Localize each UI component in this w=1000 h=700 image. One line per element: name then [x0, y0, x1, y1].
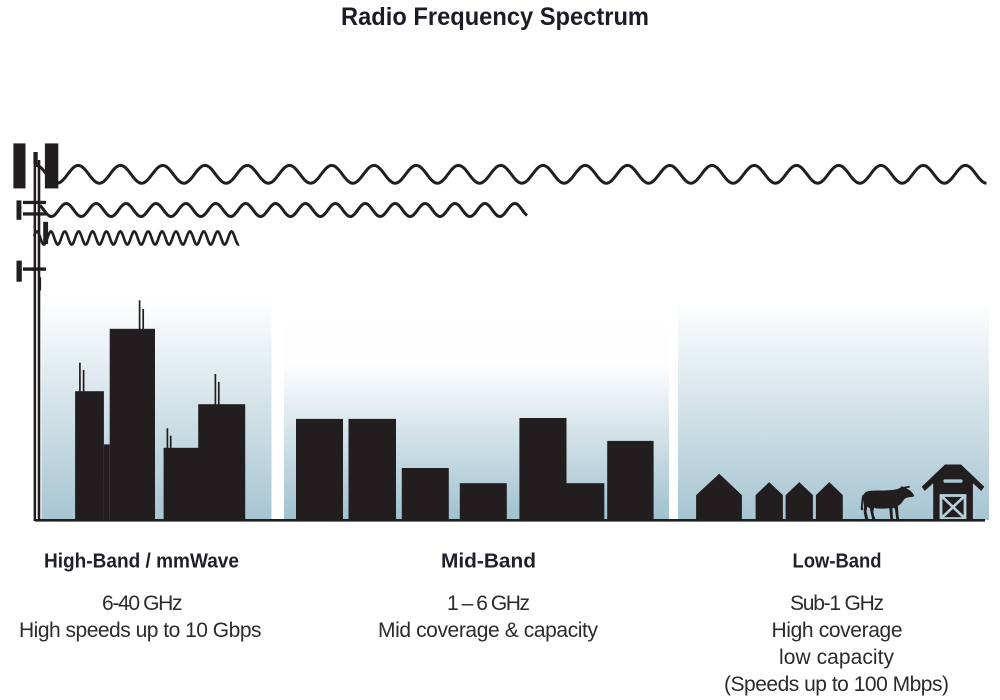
svg-text:Mid coverage & capacity: Mid coverage & capacity [378, 619, 599, 642]
svg-text:1 – 6 GHz: 1 – 6 GHz [447, 592, 530, 615]
svg-text:6-40 GHz: 6-40 GHz [102, 592, 183, 615]
svg-text:High coverage: High coverage [772, 619, 903, 642]
svg-text:Radio Frequency Spectrum: Radio Frequency Spectrum [341, 3, 649, 31]
svg-text:Low-Band: Low-Band [793, 550, 882, 573]
svg-text:High speeds up to 10 Gbps: High speeds up to 10 Gbps [19, 619, 262, 642]
svg-text:High-Band / mmWave: High-Band / mmWave [44, 550, 239, 573]
svg-text:low capacity: low capacity [779, 646, 895, 669]
svg-text:Sub-1 GHz: Sub-1 GHz [790, 592, 884, 615]
svg-text:Mid-Band: Mid-Band [441, 550, 536, 573]
svg-text:(Speeds up to 100 Mbps): (Speeds up to 100 Mbps) [724, 673, 949, 696]
